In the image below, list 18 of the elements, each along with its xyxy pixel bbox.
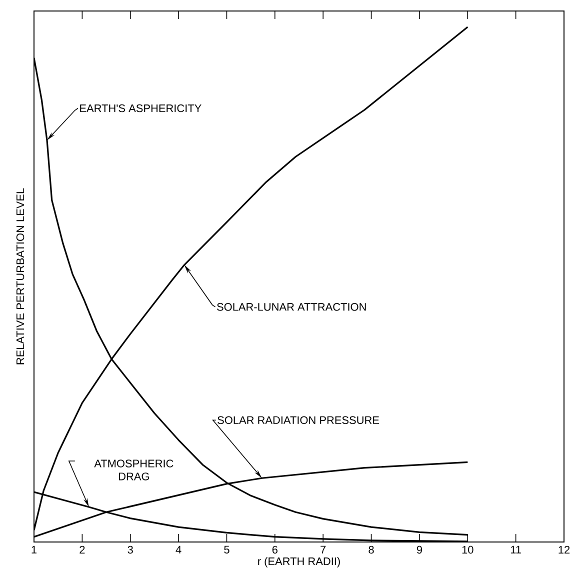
x-tick-label: 11	[510, 546, 521, 554]
annotation: SOLAR-LUNAR ATTRACTION	[217, 303, 366, 311]
x-tick-label: 6	[272, 546, 278, 554]
annotation: ATMOSPHERIC DRAG	[94, 460, 174, 480]
x-tick-label: 5	[224, 546, 230, 554]
x-tick-label: 12	[558, 546, 570, 554]
x-tick-label: 7	[320, 546, 326, 554]
x-tick-label: 4	[176, 546, 182, 554]
y-axis-title: RELATIVE PERTURBATION LEVEL	[16, 188, 24, 364]
x-tick-label: 1	[32, 546, 37, 554]
annotation: SOLAR RADIATION PRESSURE	[218, 416, 379, 424]
x-axis-title: r (EARTH RADII)	[258, 557, 340, 568]
x-tick-label: 8	[368, 546, 374, 554]
x-tick-label: 3	[128, 546, 133, 554]
x-tick-label: 2	[80, 546, 85, 554]
x-tick-label: 9	[416, 546, 422, 554]
annotation: EARTH'S ASPHERICITY	[80, 104, 202, 112]
x-tick-label: 10	[462, 546, 474, 554]
